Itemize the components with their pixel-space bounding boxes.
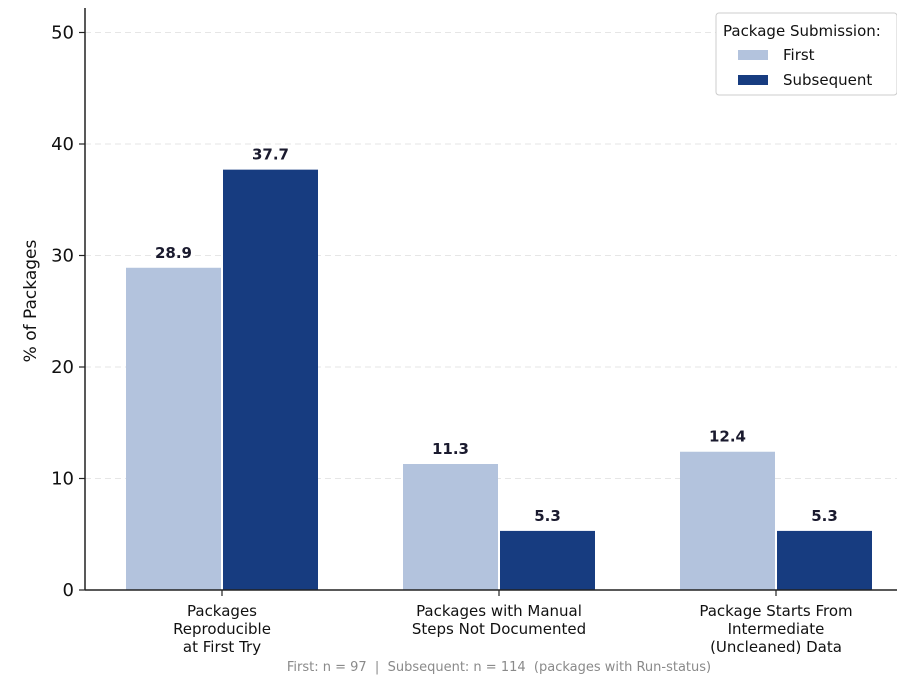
- bars: [126, 169, 872, 590]
- footnote: First: n = 97 | Subsequent: n = 114 (pac…: [287, 660, 711, 675]
- y-ticks: 0 10 20 30 40 50: [51, 23, 85, 601]
- y-tick-label: 30: [51, 246, 74, 267]
- value-labels: 28.9 11.3 12.4 37.7 5.3 5.3: [155, 146, 838, 525]
- bar-subsequent-1: [500, 530, 595, 590]
- x-tick-label: Packages with Manual Steps Not Documented: [412, 602, 586, 638]
- bar-first-0: [126, 267, 221, 590]
- bar-first-2: [680, 451, 775, 590]
- x-category-labels: Packages Reproducible at First Try Packages…: [173, 590, 853, 656]
- axes: [84, 8, 897, 591]
- legend-label-first: First: [783, 46, 815, 64]
- y-tick-label: 20: [51, 357, 74, 378]
- value-label: 37.7: [252, 146, 289, 164]
- x-tick-label: Package Starts From Intermediate (Uncleane…: [699, 602, 852, 656]
- legend: Package Submission: First Subsequent: [715, 12, 897, 96]
- y-tick-label: 50: [51, 23, 74, 44]
- y-axis-label: % of Packages: [21, 240, 41, 363]
- legend-swatch-first: [738, 50, 768, 60]
- legend-box: [715, 12, 897, 96]
- legend-label-subsequent: Subsequent: [783, 71, 872, 89]
- bar-first-1: [403, 464, 498, 590]
- y-tick-label: 10: [51, 469, 74, 490]
- y-tick-label: 40: [51, 134, 74, 155]
- value-label: 5.3: [811, 507, 838, 525]
- x-tick-label: Packages Reproducible at First Try: [173, 602, 271, 656]
- value-label: 28.9: [155, 244, 192, 262]
- value-label: 5.3: [534, 507, 561, 525]
- value-label: 11.3: [432, 440, 469, 458]
- legend-title: Package Submission:: [723, 22, 881, 40]
- value-label: 12.4: [709, 428, 746, 446]
- y-tick-label: 0: [63, 580, 74, 601]
- bar-subsequent-2: [777, 530, 872, 590]
- bar-subsequent-0: [223, 169, 318, 590]
- legend-swatch-subsequent: [738, 75, 768, 85]
